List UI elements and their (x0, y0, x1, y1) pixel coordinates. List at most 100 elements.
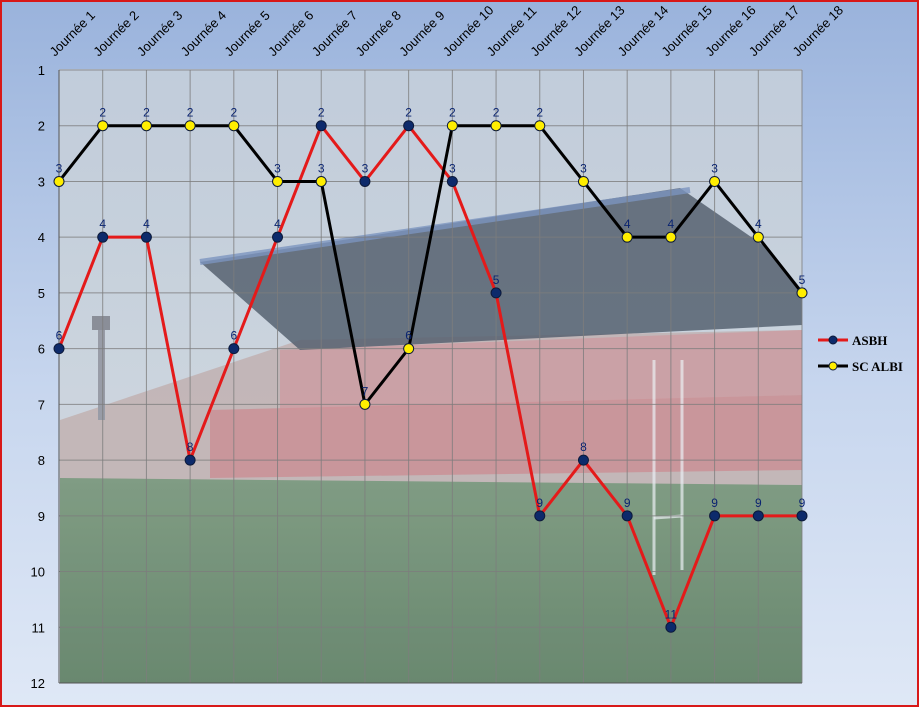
series-markers-0: 6 4 4 8 6 4 2 3 2 3 5 9 8 9 11 9 9 9 (53, 106, 808, 633)
data-label: 4 (274, 217, 281, 231)
data-point (184, 120, 196, 132)
legend-marker (828, 361, 838, 371)
data-point (359, 398, 371, 410)
data-point (665, 231, 677, 243)
data-point (53, 343, 65, 355)
data-point (228, 343, 240, 355)
data-label: 6 (56, 329, 63, 343)
x-tick-label: Journée 1 (47, 8, 98, 59)
data-point (315, 120, 327, 132)
data-point (577, 175, 589, 187)
series-0 (57, 124, 802, 629)
data-point (272, 231, 284, 243)
y-tick-label: 12 (31, 676, 45, 691)
data-point (709, 510, 721, 522)
stadium-background-image (59, 69, 802, 683)
data-point (97, 231, 109, 243)
series-line (57, 124, 804, 406)
data-point (796, 287, 808, 299)
legend-item: ASBH (818, 333, 887, 348)
data-point (621, 231, 633, 243)
y-tick-label: 7 (38, 397, 45, 412)
data-point (53, 175, 65, 187)
data-point (665, 621, 677, 633)
y-tick-label: 3 (38, 174, 45, 189)
data-label: 7 (362, 384, 369, 398)
data-label: 8 (187, 440, 194, 454)
data-point (140, 120, 152, 132)
data-point (621, 510, 633, 522)
data-point (446, 175, 458, 187)
data-label: 11 (665, 607, 678, 621)
legend-item: SC ALBI (818, 359, 903, 374)
data-point (446, 120, 458, 132)
data-label: 3 (274, 161, 281, 175)
y-tick-label: 4 (38, 230, 45, 245)
x-tick-label: Journée 9 (396, 8, 447, 59)
x-tick-label: Journée 6 (265, 8, 316, 59)
legend-marker (828, 335, 838, 345)
data-label: 3 (711, 161, 718, 175)
y-tick-label: 5 (38, 286, 45, 301)
data-label: 9 (711, 496, 718, 510)
data-label: 4 (99, 217, 106, 231)
data-label: 8 (580, 440, 587, 454)
data-label: 2 (187, 106, 194, 120)
data-label: 2 (143, 106, 150, 120)
gridlines (58, 69, 803, 684)
data-label: 5 (493, 273, 500, 287)
data-point (534, 510, 546, 522)
data-point (228, 120, 240, 132)
series-line (57, 124, 802, 629)
data-label: 2 (536, 106, 543, 120)
data-label: 4 (668, 217, 675, 231)
data-point (359, 175, 371, 187)
data-point (315, 175, 327, 187)
data-point (577, 454, 589, 466)
data-point (752, 510, 764, 522)
x-tick-label: Journée 3 (134, 8, 185, 59)
data-point (490, 287, 502, 299)
data-label: 2 (230, 106, 237, 120)
data-point (534, 120, 546, 132)
data-point (403, 343, 415, 355)
data-label: 9 (624, 496, 631, 510)
y-tick-label: 8 (38, 453, 45, 468)
x-tick-label: Journée 4 (178, 8, 229, 59)
data-point (490, 120, 502, 132)
data-label: 2 (493, 106, 500, 120)
data-point (140, 231, 152, 243)
x-tick-label: Journée 7 (309, 8, 360, 59)
data-point (272, 175, 284, 187)
data-label: 4 (755, 217, 762, 231)
data-point (796, 510, 808, 522)
data-label: 3 (318, 161, 325, 175)
data-label: 2 (449, 106, 456, 120)
y-tick-label: 11 (32, 620, 46, 635)
data-point (709, 175, 721, 187)
legend-label: ASBH (852, 333, 887, 348)
data-label: 4 (143, 217, 150, 231)
data-label: 9 (799, 496, 806, 510)
data-point (97, 120, 109, 132)
data-label: 9 (536, 496, 543, 510)
x-tick-label: Journée 2 (90, 8, 141, 59)
series-1 (57, 124, 804, 406)
data-label: 2 (405, 106, 412, 120)
y-tick-label: 6 (38, 342, 45, 357)
data-point (752, 231, 764, 243)
x-tick-label: Journée 8 (352, 8, 403, 59)
y-tick-label: 2 (38, 119, 45, 134)
legend: ASBH SC ALBI (818, 333, 903, 374)
y-tick-label: 9 (38, 509, 45, 524)
data-label: 3 (56, 161, 63, 175)
data-label: 6 (405, 329, 412, 343)
series-markers-1: 3 2 2 2 2 3 3 7 6 2 2 2 3 4 4 3 4 5 (53, 106, 808, 410)
data-point (184, 454, 196, 466)
data-label: 2 (318, 106, 325, 120)
data-label: 3 (362, 161, 369, 175)
data-label: 9 (755, 496, 762, 510)
y-tick-label: 1 (38, 63, 45, 78)
data-label: 5 (799, 273, 806, 287)
